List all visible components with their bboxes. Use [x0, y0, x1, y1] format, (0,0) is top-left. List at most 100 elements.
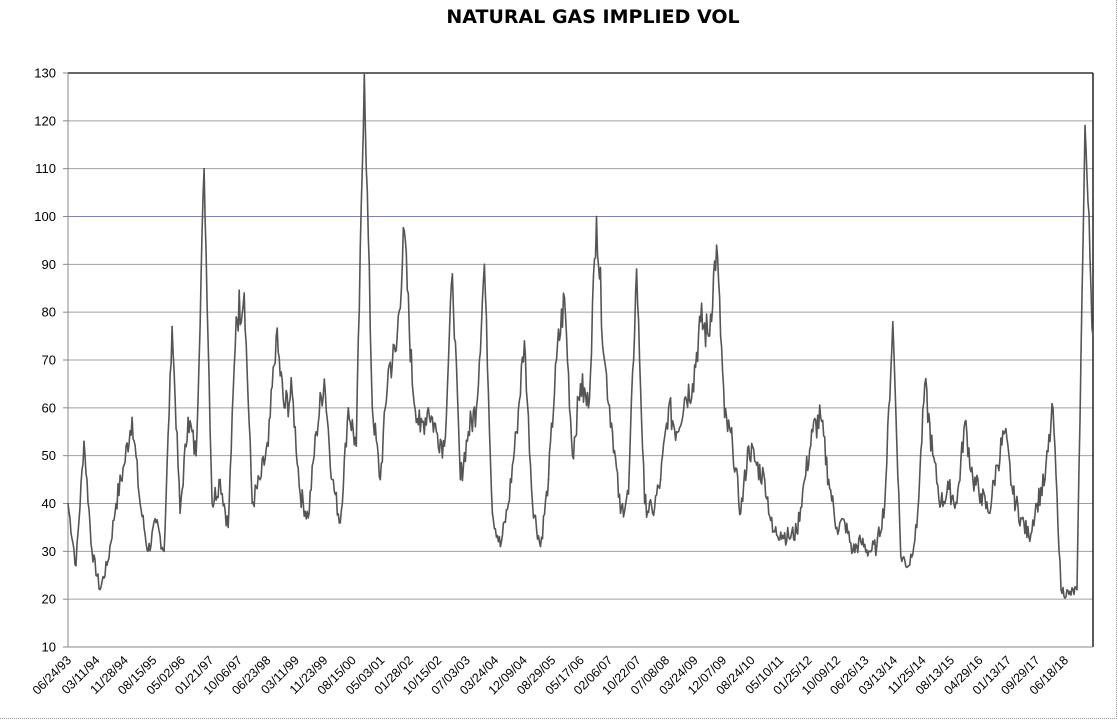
y-tick-label: 50	[42, 448, 56, 463]
data-point	[731, 445, 734, 447]
data-point	[547, 478, 550, 481]
data-point	[427, 407, 430, 409]
data-point	[739, 512, 742, 514]
y-tick-label: 120	[34, 113, 56, 128]
data-point	[539, 545, 542, 548]
data-point	[980, 493, 982, 495]
data-point	[603, 359, 606, 361]
data-point	[555, 359, 558, 361]
data-point	[771, 531, 774, 533]
data-point	[67, 502, 69, 505]
y-tick-label: 80	[42, 305, 56, 320]
data-point	[851, 550, 854, 553]
y-tick-label: 40	[42, 496, 56, 511]
data-point	[99, 588, 101, 591]
data-point	[683, 397, 686, 400]
data-point	[723, 416, 726, 419]
data-point	[523, 340, 526, 342]
data-point	[1060, 588, 1062, 591]
data-point	[964, 421, 966, 423]
data-point	[956, 502, 958, 505]
data-point	[419, 430, 422, 433]
data-point	[1052, 407, 1054, 409]
data-point	[643, 502, 646, 505]
y-tick-label: 60	[42, 400, 56, 415]
gridlines	[68, 72, 1094, 647]
data-point	[900, 555, 902, 557]
data-point	[1036, 502, 1038, 505]
data-point	[459, 478, 462, 481]
y-tick-label: 110	[35, 161, 56, 176]
data-point	[795, 531, 798, 533]
data-point	[187, 416, 189, 419]
data-point	[659, 478, 662, 481]
data-point	[235, 316, 237, 318]
data-point	[107, 560, 109, 562]
data-point	[699, 320, 702, 323]
data-point	[619, 512, 622, 514]
data-point	[1044, 478, 1046, 481]
data-point	[467, 430, 470, 433]
data-point	[579, 383, 582, 385]
data-point	[940, 502, 942, 505]
data-point	[331, 478, 334, 481]
data-point	[635, 268, 638, 270]
data-point	[275, 335, 278, 337]
data-point	[339, 521, 342, 524]
data-point	[531, 502, 534, 505]
data-point	[651, 512, 654, 514]
data-point	[1068, 593, 1070, 596]
data-point	[123, 464, 125, 467]
data-point	[291, 392, 294, 395]
data-point	[811, 430, 814, 433]
data-point	[203, 167, 205, 170]
data-point	[147, 550, 149, 553]
data-point	[563, 297, 566, 299]
data-point	[867, 550, 870, 553]
data-point	[755, 464, 758, 467]
data-point	[211, 502, 213, 505]
data-point	[835, 526, 838, 529]
plot-area	[67, 72, 1094, 599]
data-point	[747, 445, 750, 447]
data-point	[403, 230, 406, 232]
data-point	[387, 368, 390, 371]
data-point	[163, 550, 165, 553]
data-point	[371, 407, 374, 409]
data-point	[347, 407, 350, 409]
data-point	[307, 517, 310, 519]
data-point	[435, 430, 438, 433]
data-point	[908, 564, 910, 567]
data-point	[819, 416, 822, 419]
data-point	[259, 478, 261, 481]
data-point	[691, 383, 694, 385]
data-point	[875, 545, 878, 548]
data-point	[1012, 493, 1014, 495]
data-point	[787, 536, 790, 538]
data-point	[315, 430, 318, 433]
data-point	[611, 430, 614, 433]
data-point	[379, 478, 382, 481]
data-point	[499, 545, 502, 548]
data-point	[707, 335, 710, 337]
data-point	[323, 378, 326, 380]
data-point	[267, 445, 269, 447]
data-point	[507, 502, 510, 505]
data-point	[883, 502, 886, 505]
data-point	[83, 440, 85, 443]
data-point	[491, 512, 494, 514]
data-point	[859, 540, 862, 543]
data-point	[803, 478, 806, 481]
data-point	[475, 407, 478, 409]
data-point	[1084, 124, 1086, 127]
data-point	[139, 502, 141, 505]
data-point	[763, 478, 766, 481]
data-point	[179, 512, 181, 514]
data-point	[675, 430, 678, 433]
chart-title: NATURAL GAS IMPLIED VOL	[446, 6, 740, 28]
data-point	[75, 564, 77, 567]
y-tick-label: 30	[42, 544, 56, 559]
data-point	[924, 383, 926, 385]
data-point	[988, 512, 990, 514]
